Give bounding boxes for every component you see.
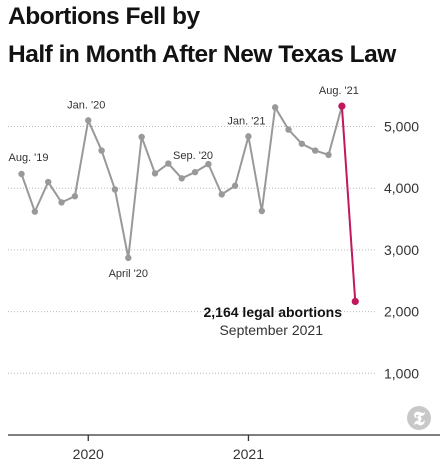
data-point: [258, 207, 265, 215]
logo-badge: [407, 406, 431, 430]
logo-glyph: 𝕿: [413, 408, 425, 430]
data-point: [245, 133, 252, 140]
data-point: [205, 160, 212, 168]
data-point: [285, 126, 292, 133]
y-tick-label: 3,000: [384, 242, 419, 258]
point-labels: Aug. '19 Jan. '20 April '20 Sep. '20 Jan. '2…: [8, 85, 358, 280]
y-tick-label: 1,000: [384, 365, 419, 381]
data-point: [71, 193, 79, 200]
gridlines: [8, 126, 376, 374]
annotation: 2,164 legal abortions September 2021: [204, 304, 343, 338]
y-tick-label: 4,000: [384, 180, 419, 196]
data-point: [98, 147, 105, 154]
series-line: [20, 105, 343, 259]
highlight-point: [351, 297, 359, 306]
series: [18, 102, 359, 306]
data-point: [271, 104, 279, 111]
data-point: [312, 147, 319, 154]
data-point: [151, 170, 159, 177]
annotation-period: September 2021: [219, 322, 323, 338]
annotation-value: 2,164 legal abortions: [204, 304, 343, 320]
chart-title-line-2: Half in Month After New Texas Law: [8, 41, 396, 68]
data-point: [178, 175, 185, 182]
data-point: [298, 140, 306, 147]
drop-segment: [340, 106, 357, 302]
point-label: April '20: [109, 268, 148, 280]
data-point: [325, 151, 332, 159]
y-tick-label: 2,000: [384, 304, 419, 320]
data-point: [218, 191, 225, 198]
data-point: [31, 208, 39, 215]
x-tick-label: 2021: [233, 446, 264, 462]
y-tick-label: 5,000: [384, 119, 419, 135]
data-point: [125, 254, 132, 262]
highlight-point: [338, 102, 346, 110]
point-label: Aug. '21: [319, 85, 359, 97]
data-point: [111, 186, 119, 193]
x-tick-label: 2020: [73, 446, 104, 462]
data-point: [191, 168, 199, 176]
x-axis-labels: 2020 2021: [73, 446, 265, 462]
data-point: [85, 117, 92, 124]
nyt-logo-icon: 𝕿: [407, 406, 431, 430]
chart-title-line-1: Abortions Fell by: [8, 3, 200, 30]
data-point: [138, 133, 145, 141]
data-point: [231, 182, 239, 189]
point-label: Aug. '19: [8, 152, 48, 164]
y-axis-labels: 1,000 2,000 3,000 4,000 5,000: [384, 119, 419, 382]
data-point: [45, 178, 52, 186]
point-label: Jan. '21: [227, 115, 265, 127]
point-label: Sep. '20: [173, 150, 213, 162]
data-point: [58, 199, 65, 206]
data-point: [18, 170, 25, 178]
point-label: Jan. '20: [67, 99, 105, 111]
x-axis: [8, 434, 440, 441]
data-point: [165, 160, 172, 167]
